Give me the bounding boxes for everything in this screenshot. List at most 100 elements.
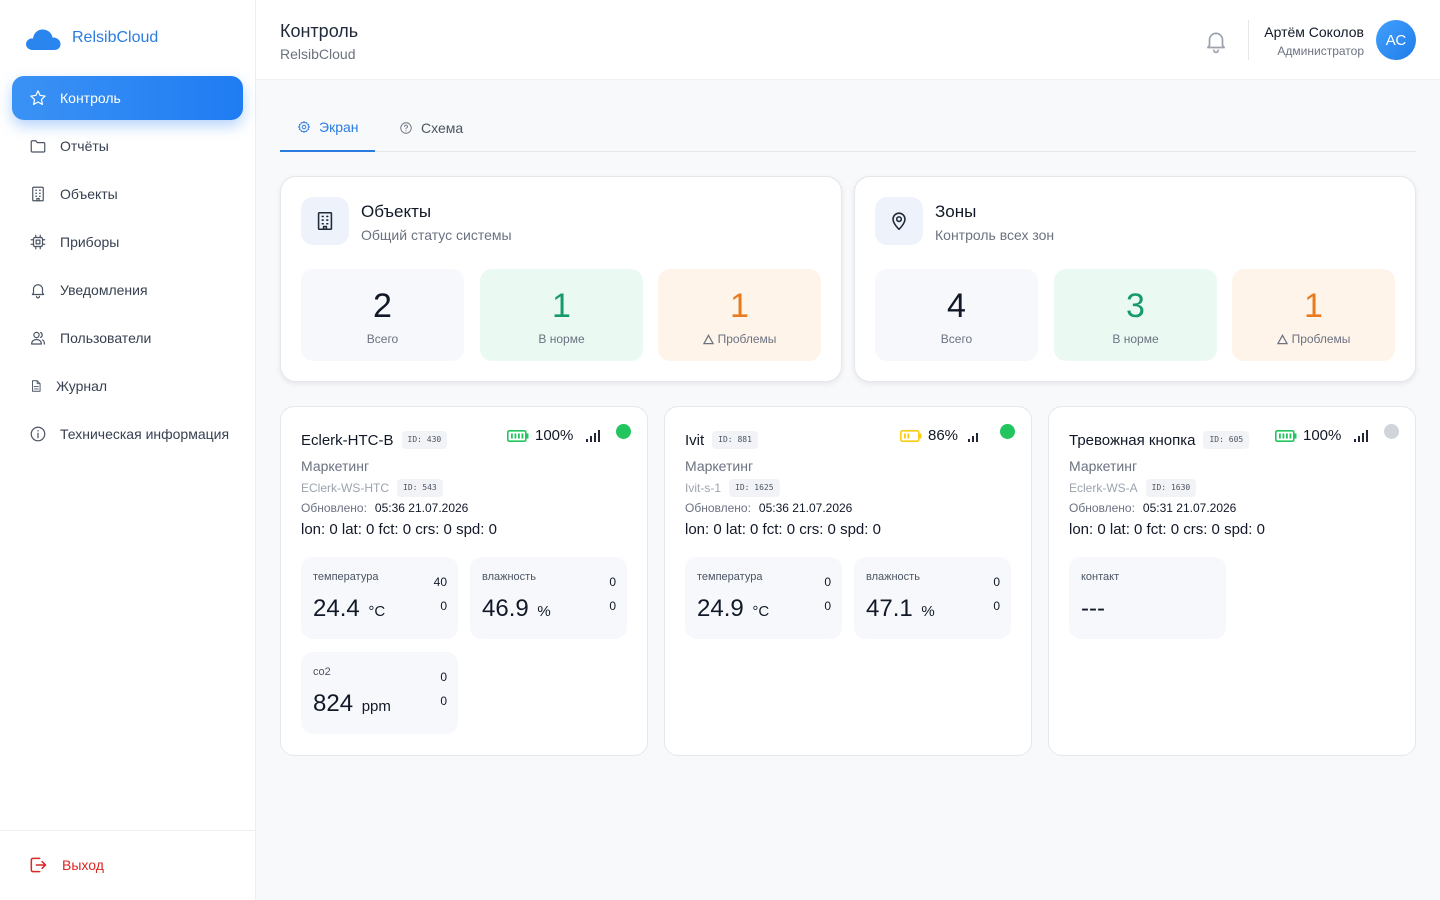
view-tabs: Экран Схема [280,104,1416,152]
sidebar-item-journal[interactable]: Журнал [12,364,243,408]
device-name: Тревожная кнопка [1069,431,1196,449]
device-model: Ivit-s-1 [685,481,721,495]
battery-full-icon [507,429,529,442]
zones-summary-card: Зоны Контроль всех зон 4 Всего 3 В норме… [854,176,1416,382]
device-coords: lon: 0 lat: 0 fct: 0 crs: 0 spd: 0 [1069,521,1265,538]
question-circle-icon [400,122,412,134]
sensor-unit: °C [752,603,770,620]
brand-name: RelsibCloud [72,29,159,46]
sensor-max: 0 [440,670,447,684]
stat-problems[interactable]: 1 Проблемы [1232,269,1395,361]
sidebar-item-label: Приборы [60,234,120,250]
sensor-value: 824 [313,690,354,717]
stat-total[interactable]: 4 Всего [875,269,1038,361]
sidebar: RelsibCloud Контроль Отчёты Объекты Приб… [0,0,256,900]
notifications-bell-icon[interactable] [1203,28,1229,54]
signal-strength-icon [586,430,600,442]
sensor-min: 0 [993,599,1000,613]
device-card[interactable]: Тревожная кнопка ID: 605 100% Маркетинг … [1048,406,1416,756]
sensor-max: 0 [609,575,616,589]
stat-value: 1 [1304,287,1323,325]
battery-indicator: 100% [507,427,573,444]
updated-value: 05:36 21.07.2026 [374,501,469,515]
sensor-max: 40 [433,575,447,589]
sidebar-item-tech-info[interactable]: Техническая информация [12,412,243,456]
sensor-tile[interactable]: влажность 47.1 % 0 0 [854,557,1011,639]
sensor-min: 0 [609,599,616,613]
model-id-badge: ID: 1625 [729,479,780,497]
building-icon [29,185,47,203]
sidebar-item-objects[interactable]: Объекты [12,172,243,216]
battery-full-icon [1275,429,1297,442]
stat-value: 4 [947,287,966,325]
brand[interactable]: RelsibCloud [24,24,158,52]
tab-scheme[interactable]: Схема [399,104,463,152]
sidebar-item-control[interactable]: Контроль [12,76,243,120]
stat-total[interactable]: 2 Всего [301,269,464,361]
avatar[interactable]: АС [1376,20,1416,60]
sensor-name: температура [313,571,379,583]
device-group: Маркетинг [1069,458,1138,474]
sensor-tile[interactable]: влажность 46.9 % 0 0 [470,557,627,639]
map-pin-icon [875,197,923,245]
logout-label: Выход [62,857,104,873]
battery-value: 100% [535,427,574,444]
sidebar-item-label: Техническая информация [60,426,230,442]
top-header: Контроль RelsibCloud Артём Соколов Админ… [256,0,1440,80]
page-subtitle: RelsibCloud [280,46,356,62]
sidebar-item-users[interactable]: Пользователи [12,316,243,360]
warning-triangle-icon [702,333,714,344]
user-role: Администратор [1277,44,1364,58]
sidebar-item-label: Объекты [60,186,118,202]
battery-indicator: 100% [1275,427,1341,444]
sensor-name: контакт [1081,571,1120,583]
sidebar-footer: Выход [0,830,255,900]
device-coords: lon: 0 lat: 0 fct: 0 crs: 0 spd: 0 [301,521,497,538]
device-card[interactable]: Ivit ID: 881 86% Маркетинг Ivit-s-1 ID: … [664,406,1032,756]
sidebar-item-reports[interactable]: Отчёты [12,124,243,168]
bell-icon [29,281,47,299]
device-name: Ivit [685,431,705,449]
online-status-dot [1000,424,1015,439]
sidebar-item-notifications[interactable]: Уведомления [12,268,243,312]
device-id-badge: ID: 605 [1203,431,1250,449]
sidebar-item-devices[interactable]: Приборы [12,220,243,264]
signal-strength-icon [1354,430,1368,442]
device-id-badge: ID: 881 [712,431,758,449]
battery-value: 86% [928,427,959,444]
star-icon [29,89,47,107]
summary-subtitle: Общий статус системы [361,227,512,243]
tab-screen[interactable]: Экран [280,104,375,152]
tab-label: Схема [421,120,464,136]
sensor-name: влажность [866,571,920,583]
battery-medium-icon [900,429,922,442]
stat-ok[interactable]: 3 В норме [1054,269,1217,361]
sensor-tile[interactable]: температура 24.9 °C 0 0 [685,557,842,639]
tab-label: Экран [319,119,359,135]
page-title: Контроль [280,21,359,41]
sensor-value: 46.9 [482,595,529,622]
sidebar-item-label: Журнал [56,378,108,394]
objects-summary-card: Объекты Общий статус системы 2 Всего 1 В… [280,176,842,382]
device-card[interactable]: Eclerk-HTC-B ID: 430 100% Маркетинг ECle… [280,406,648,756]
main-nav: Контроль Отчёты Объекты Приборы Уведомле… [12,76,243,460]
sensor-max: 0 [993,575,1000,589]
sensor-tile[interactable]: температура 24.4 °C 40 0 [301,557,458,639]
sensor-tile[interactable]: контакт --- [1069,557,1226,639]
stat-ok[interactable]: 1 В норме [480,269,643,361]
sidebar-item-label: Уведомления [60,282,148,298]
summary-title: Объекты [361,202,432,221]
stat-problems[interactable]: 1 Проблемы [658,269,821,361]
updated-label: Обновлено: [301,501,367,515]
logout-button[interactable]: Выход [28,855,104,875]
stat-label: Проблемы [1291,332,1351,346]
sensor-min: 0 [440,694,447,708]
user-name: Артём Соколов [1264,24,1364,40]
logout-icon [30,857,47,873]
signal-strength-icon [968,433,978,442]
sensor-value: --- [1081,595,1105,622]
sensor-tile[interactable]: co2 824 ppm 0 0 [301,652,458,734]
building-icon [301,197,349,245]
device-coords: lon: 0 lat: 0 fct: 0 crs: 0 spd: 0 [685,521,881,538]
device-id-badge: ID: 430 [401,431,448,449]
